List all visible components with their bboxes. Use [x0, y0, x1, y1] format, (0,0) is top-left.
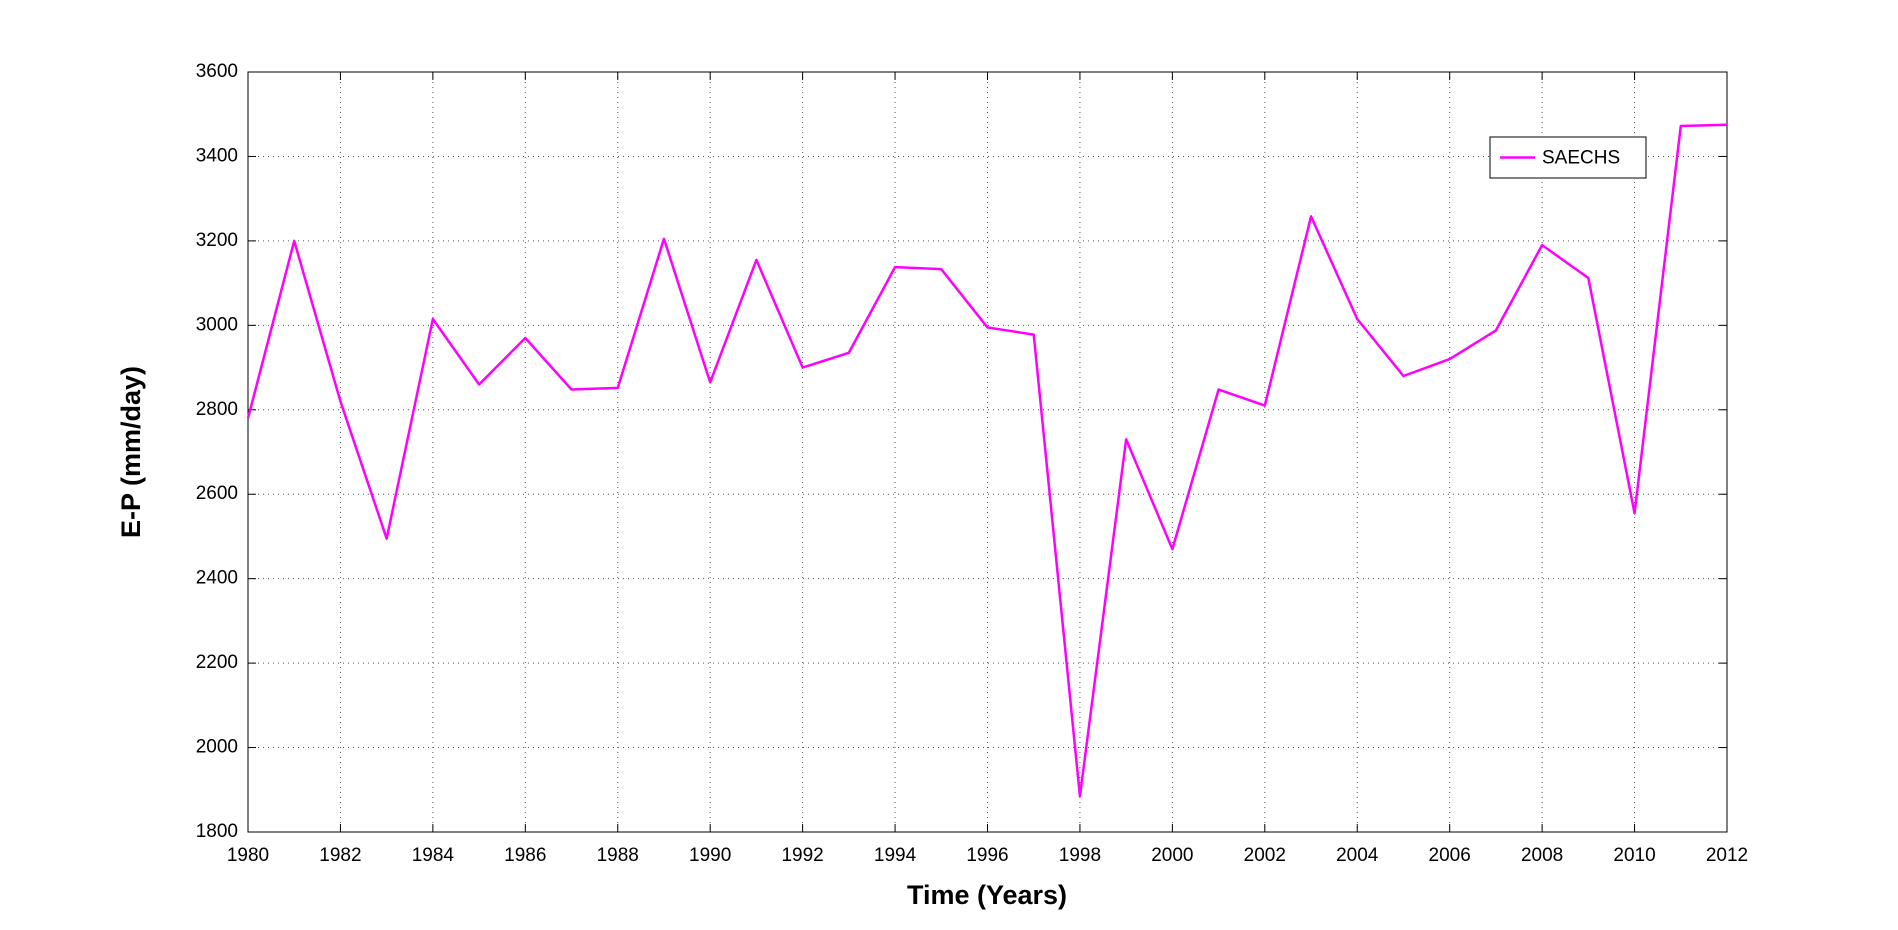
x-tick-label: 2010 [1613, 845, 1655, 866]
y-tick-label: 2200 [196, 652, 238, 673]
x-tick-label: 1982 [319, 845, 361, 866]
y-tick-label: 2600 [196, 483, 238, 504]
x-tick-label: 1994 [874, 845, 917, 866]
y-axis-label: E-P (mm/day) [116, 366, 146, 538]
x-tick-label: 2004 [1336, 845, 1379, 866]
x-axis-label: Time (Years) [907, 880, 1067, 910]
y-tick-label: 2000 [196, 737, 238, 758]
x-tick-label: 1988 [597, 845, 639, 866]
x-tick-label: 2008 [1521, 845, 1563, 866]
x-tick-label: 2002 [1244, 845, 1286, 866]
x-tick-label: 2006 [1429, 845, 1471, 866]
data-line [246, 123, 1728, 798]
x-tick-label: 2012 [1706, 845, 1748, 866]
x-tick-label: 2000 [1151, 845, 1193, 866]
x-tick-label: 1984 [412, 845, 455, 866]
x-tick-label: 1986 [504, 845, 546, 866]
legend-label: SAECHS [1542, 148, 1620, 169]
x-tick-label: 1992 [781, 845, 823, 866]
y-tick-label: 3000 [196, 314, 238, 335]
x-tick-label: 1998 [1059, 845, 1101, 866]
y-tick-label: 3400 [196, 145, 238, 166]
plot-frame [247, 71, 1728, 833]
x-tick-label: 1980 [227, 845, 269, 866]
x-tick-label: 1996 [966, 845, 1008, 866]
y-tick-label: 3200 [196, 230, 238, 251]
y-tick-label: 2400 [196, 568, 238, 589]
y-tick-label: 2800 [196, 399, 238, 420]
y-tick-label: 3600 [196, 61, 238, 82]
x-tick-label: 1990 [689, 845, 731, 866]
y-tick-label: 1800 [196, 821, 238, 842]
